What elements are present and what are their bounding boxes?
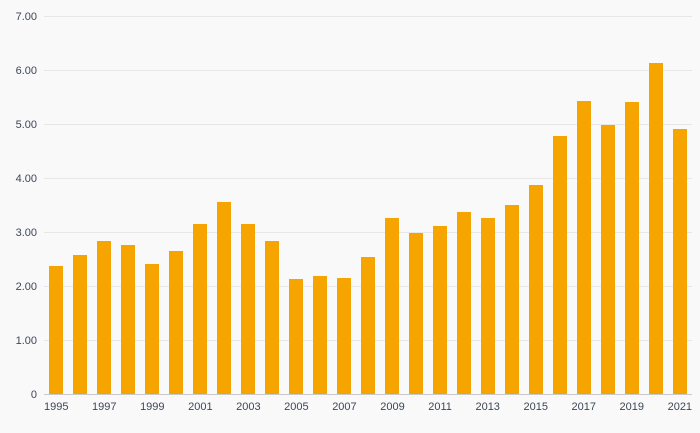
x-tick-label: 2019 — [619, 401, 645, 413]
x-tick-label: 2015 — [523, 401, 548, 413]
bar-slot — [500, 17, 524, 395]
x-tick-label: 2007 — [332, 401, 357, 413]
y-tick-label: 5.00 — [15, 119, 37, 131]
y-tick-label: 4.00 — [15, 173, 37, 185]
x-tick-label — [500, 401, 524, 413]
bar-2003 — [241, 223, 255, 395]
bar-1999 — [145, 264, 159, 395]
bar-slot — [332, 17, 356, 395]
bar-slot — [212, 17, 236, 395]
y-tick-label: 0 — [30, 389, 37, 401]
gridline — [44, 16, 692, 17]
y-tick-label: 7.00 — [15, 11, 37, 23]
bar-slot — [476, 17, 500, 395]
y-tick-label: 1.00 — [15, 335, 37, 347]
x-tick-label: 2011 — [428, 401, 452, 413]
bar-slot — [92, 17, 116, 395]
bar-slot — [668, 17, 692, 395]
bar-2005 — [289, 278, 303, 395]
bar-2008 — [361, 256, 375, 395]
x-tick-label — [261, 401, 285, 413]
bar-slot — [68, 17, 92, 395]
x-tick-label: 2005 — [284, 401, 309, 413]
bar-slot — [44, 17, 68, 395]
bar-1995 — [49, 266, 63, 395]
bar-slot — [188, 17, 212, 395]
x-tick-label: 2017 — [571, 401, 596, 413]
x-axis-line — [44, 394, 692, 395]
bar-2014 — [505, 204, 519, 395]
bar-2001 — [193, 223, 207, 395]
bar-2015 — [529, 184, 543, 395]
x-tick-label: 2003 — [236, 401, 261, 413]
bar-1998 — [121, 245, 135, 395]
x-tick-label — [213, 401, 237, 413]
bar-2011 — [433, 225, 447, 395]
gridline — [44, 178, 692, 179]
x-tick-label: 2001 — [188, 401, 213, 413]
bar-2018 — [601, 125, 615, 395]
x-tick-label — [117, 401, 141, 413]
bar-2012 — [457, 212, 471, 395]
bar-slot — [284, 17, 308, 395]
bar-2010 — [409, 233, 423, 395]
bar-2006 — [313, 275, 327, 395]
x-tick-label — [357, 401, 381, 413]
bar-slot — [236, 17, 260, 395]
bar-2000 — [169, 250, 183, 395]
x-tick-label: 2009 — [380, 401, 405, 413]
plot-area: 0 1.00 2.00 3.00 4.00 5.00 6.00 7.00 1995 1997 19… — [16, 11, 692, 413]
bar-slot — [380, 17, 404, 395]
x-axis-tick-labels: 1995 1997 1999 2001 2003 2005 2007 2009 2011 2013… — [44, 401, 692, 413]
bar-2004 — [265, 240, 279, 395]
bar-slot — [452, 17, 476, 395]
bar-slot — [596, 17, 620, 395]
x-tick-label — [596, 401, 620, 413]
bar-2016 — [553, 135, 567, 395]
x-tick-label: 2021 — [667, 401, 693, 413]
x-tick-label — [68, 401, 92, 413]
gridline — [44, 70, 692, 71]
bar-2017 — [577, 100, 591, 395]
bar-slot — [572, 17, 596, 395]
gridline — [44, 124, 692, 125]
x-tick-label: 1995 — [44, 401, 69, 413]
x-tick-label — [405, 401, 429, 413]
x-tick-label — [644, 401, 668, 413]
bar-2013 — [481, 217, 495, 395]
bar-slot — [620, 17, 644, 395]
bar-slot — [644, 17, 668, 395]
bar-slot — [548, 17, 572, 395]
bar-2002 — [217, 202, 231, 395]
bar-slot — [356, 17, 380, 395]
x-tick-label: 1997 — [92, 401, 117, 413]
bar-2009 — [385, 217, 399, 395]
bar-slot — [428, 17, 452, 395]
x-tick-label: 2013 — [475, 401, 500, 413]
bar-2021 — [673, 129, 687, 395]
bar-1996 — [73, 254, 87, 395]
bar-series — [44, 17, 692, 395]
y-tick-label: 3.00 — [15, 227, 37, 239]
bar-slot — [164, 17, 188, 395]
bar-slot — [260, 17, 284, 395]
bar-2020 — [649, 62, 663, 395]
y-tick-label: 6.00 — [15, 65, 37, 77]
x-tick-label — [165, 401, 189, 413]
y-tick-label: 2.00 — [15, 281, 37, 293]
x-tick-label — [548, 401, 572, 413]
bar-slot — [308, 17, 332, 395]
bar-slot — [404, 17, 428, 395]
bar-slot — [140, 17, 164, 395]
gridline — [44, 232, 692, 233]
x-tick-label — [452, 401, 476, 413]
bar-slot — [524, 17, 548, 395]
bar-slot — [116, 17, 140, 395]
bar-2019 — [625, 101, 639, 395]
bar-1997 — [97, 241, 111, 395]
x-tick-label: 1999 — [140, 401, 165, 413]
x-tick-label — [309, 401, 333, 413]
bar-2007 — [337, 278, 351, 395]
